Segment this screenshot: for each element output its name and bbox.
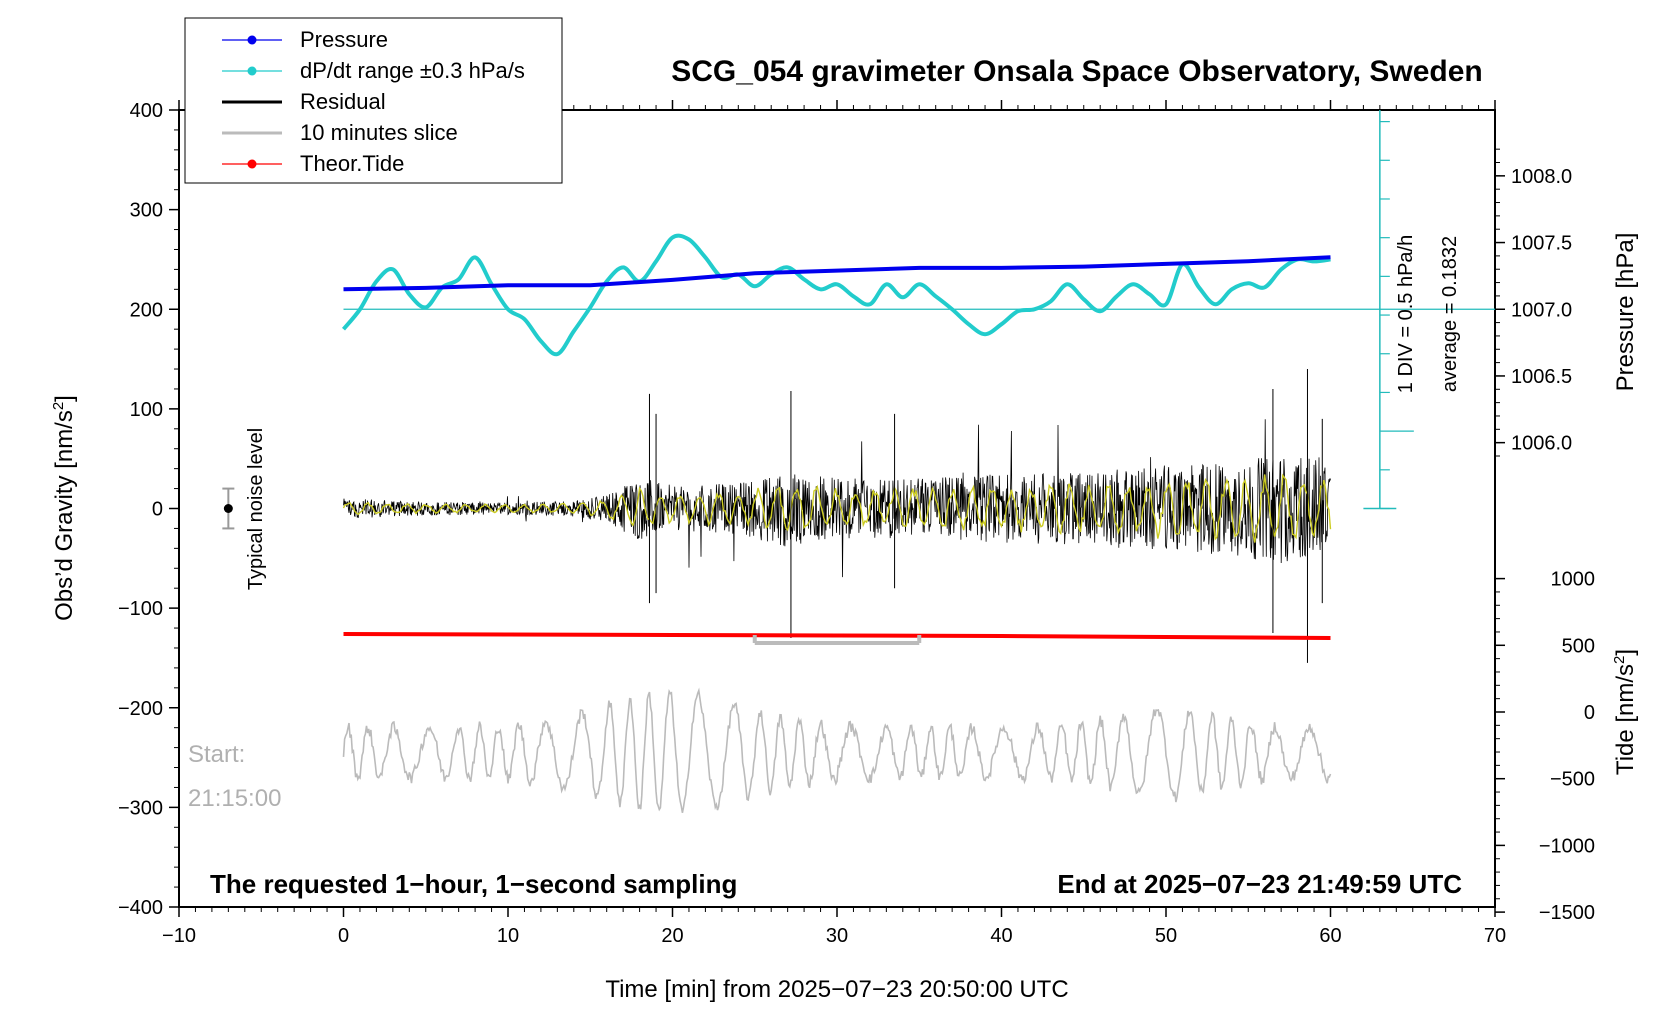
y-tick-label: 400	[130, 100, 163, 122]
pressure-tick-label: 1007.0	[1511, 299, 1572, 321]
average-label: average = 0.1832	[1439, 236, 1461, 392]
tide-tick-label: 1000	[1551, 569, 1596, 591]
legend-marker	[247, 35, 257, 45]
legend-label: Residual	[300, 89, 386, 114]
pressure-tick-label: 1007.5	[1511, 233, 1572, 255]
y-tick-label: −100	[118, 598, 163, 620]
left-axis-label: Obs’d Gravity [nm/s2]	[50, 395, 78, 621]
legend: Pressure dP/dt range ±0.3 hPa/s Residual 10…	[184, 17, 563, 184]
start-time: 21:15:00	[188, 785, 281, 812]
right-axis-ticks: 1008.0 1007.5 1007.0 1006.5 1006.0 1000 500 0 −5…	[1495, 166, 1595, 924]
slice-window-bracket	[752, 634, 922, 645]
tide-tick-label: −1500	[1539, 902, 1595, 924]
tide-axis-label-sup: 2	[1611, 656, 1628, 664]
left-axis-label-sup: 2	[50, 402, 67, 410]
x-tick-label: 40	[990, 925, 1012, 947]
pressure-series	[343, 255, 1331, 292]
legend-marker	[247, 159, 257, 169]
noise-level-label: Typical noise level	[245, 428, 267, 590]
scale-div-label: 1 DIV = 0.5 hPa/h	[1395, 235, 1417, 393]
pressure-tick-label: 1006.0	[1511, 433, 1572, 455]
y-tick-label: −300	[118, 797, 163, 819]
tide-axis-label: Tide [nm/s2]	[1611, 649, 1639, 775]
x-tick-label: 0	[338, 925, 349, 947]
bottom-right-note: End at 2025−07−23 21:49:59 UTC	[1057, 869, 1462, 899]
left-axis-ticks: 400 300 200 100 0 −100 −200 −300 −400	[118, 100, 179, 919]
legend-label: Pressure	[300, 27, 388, 52]
tide-axis-label-text: Tide [nm/s	[1612, 664, 1639, 775]
y-tick-label: 100	[130, 399, 163, 421]
x-tick-label: 60	[1319, 925, 1341, 947]
legend-label: dP/dt range ±0.3 hPa/s	[300, 58, 525, 83]
dpdt-series	[341, 233, 1331, 357]
residual-filtered-line	[342, 473, 1332, 543]
residual-series	[342, 369, 1332, 663]
left-axis-label-text: Obs’d Gravity [nm/s	[51, 410, 78, 621]
residual-line	[343, 419, 1331, 578]
left-axis-label-close: ]	[51, 395, 78, 402]
noise-level-marker	[222, 487, 235, 530]
x-axis-ticks: −10 0 10 20 30 40 50 60 70	[162, 100, 1506, 947]
y-tick-label: 200	[130, 299, 163, 321]
x-tick-label: 30	[826, 925, 848, 947]
tide-tick-label: −500	[1550, 769, 1595, 791]
theor-tide-series	[343, 632, 1331, 640]
x-tick-label: 20	[661, 925, 683, 947]
tide-tick-label: 0	[1584, 702, 1595, 724]
minor-ticks	[174, 105, 1500, 913]
y-tick-label: 300	[130, 200, 163, 222]
tide-tick-label: −1000	[1539, 835, 1595, 857]
x-tick-label: −10	[162, 925, 196, 947]
pressure-tick-label: 1008.0	[1511, 166, 1572, 188]
pressure-axis-label: Pressure [hPa]	[1612, 233, 1639, 392]
dpdt-scale-bar	[343, 110, 1495, 510]
y-tick-label: −200	[118, 698, 163, 720]
ten-minutes-slice-series	[342, 687, 1332, 813]
x-tick-label: 10	[497, 925, 519, 947]
tide-line	[343, 632, 1331, 640]
legend-marker	[247, 66, 257, 76]
x-axis-label: Time [min] from 2025−07−23 20:50:00 UTC	[605, 976, 1068, 1003]
x-tick-label: 70	[1484, 925, 1506, 947]
pressure-line	[343, 255, 1331, 292]
tide-tick-label: 500	[1562, 635, 1595, 657]
dpdt-line	[341, 233, 1331, 357]
start-label: Start:	[188, 741, 245, 768]
pressure-tick-label: 1006.5	[1511, 366, 1572, 388]
legend-label: 10 minutes slice	[300, 120, 458, 145]
y-tick-label: −400	[118, 897, 163, 919]
slice-line	[342, 687, 1332, 813]
x-tick-label: 50	[1155, 925, 1177, 947]
bottom-left-note: The requested 1−hour, 1−second sampling	[210, 869, 737, 899]
noise-dot	[223, 504, 233, 513]
legend-label: Theor.Tide	[300, 151, 404, 176]
tide-axis-label-close: ]	[1612, 649, 1639, 656]
y-tick-label: 0	[152, 499, 163, 521]
chart-title: SCG_054 gravimeter Onsala Space Observat…	[671, 55, 1483, 88]
